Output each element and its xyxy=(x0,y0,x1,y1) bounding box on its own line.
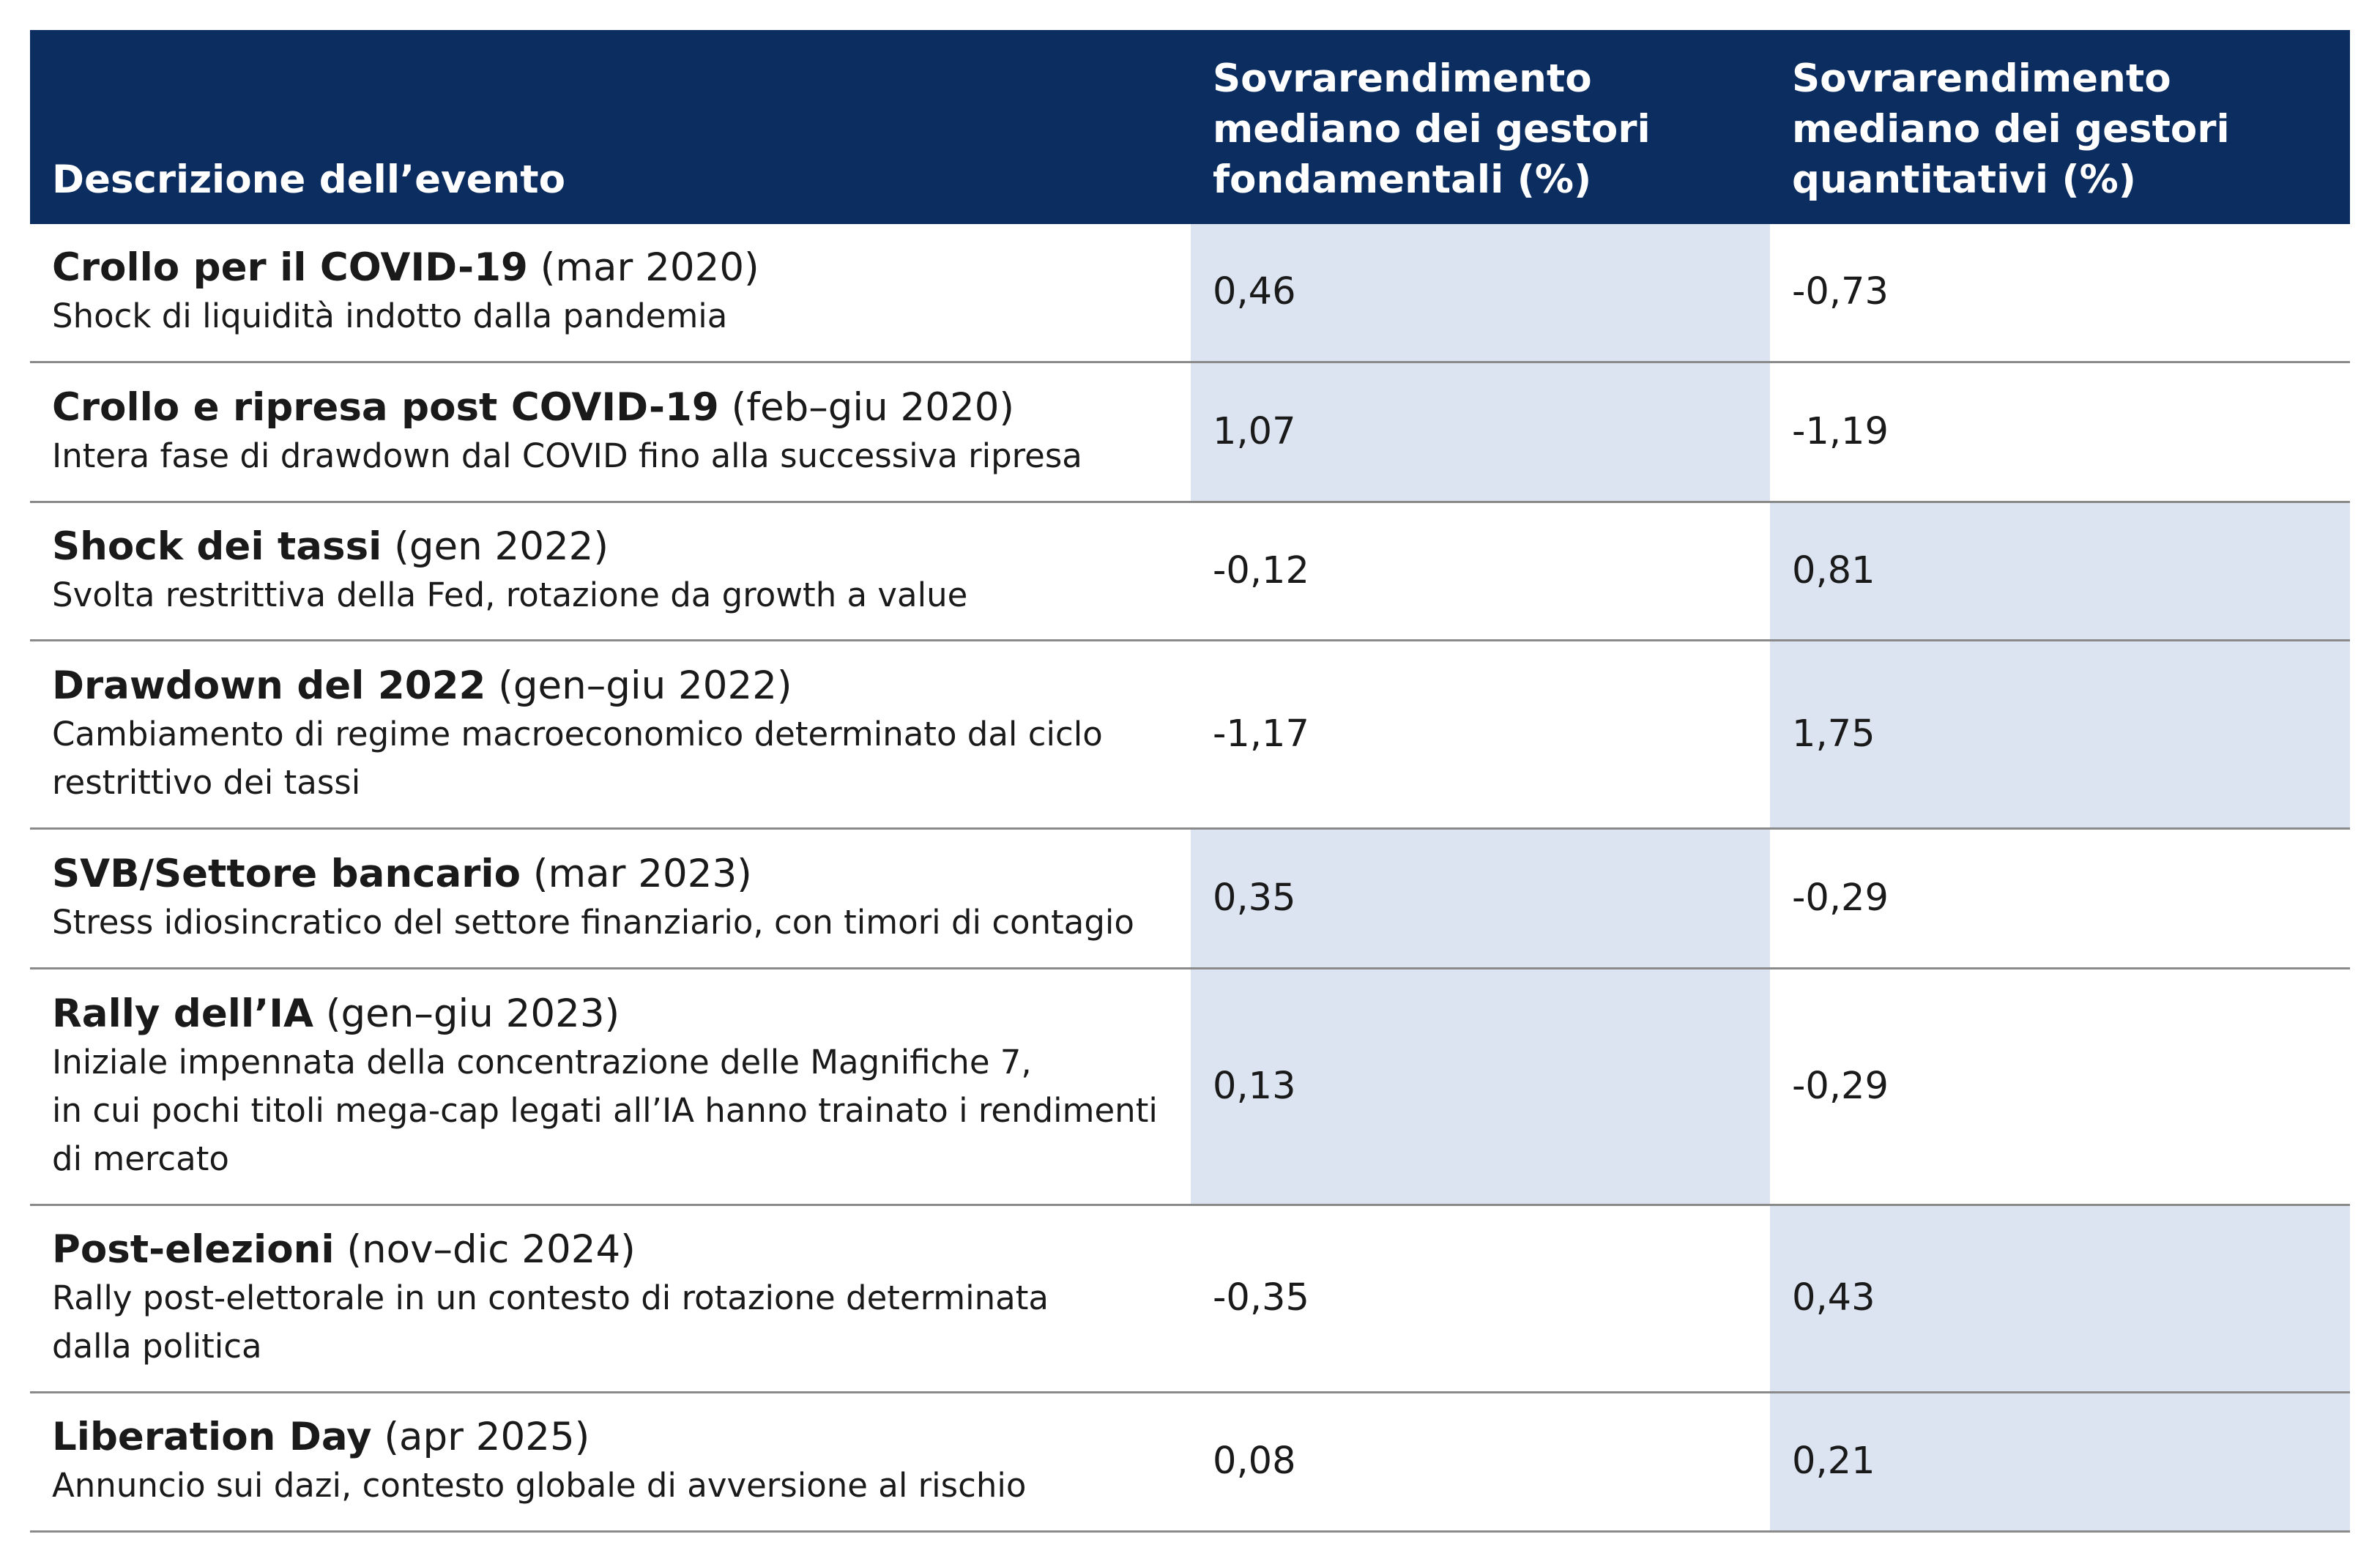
event-date: (mar 2023) xyxy=(521,851,752,896)
event-description-cell: SVB/Settore bancario (mar 2023) Stress i… xyxy=(30,828,1191,969)
event-name: Liberation Day xyxy=(52,1415,372,1459)
event-detail-line: Stress idiosincratico del settore finanz… xyxy=(52,902,1134,942)
quantitative-value: -0,29 xyxy=(1770,828,2350,969)
event-detail-line: Svolta restrittiva della Fed, rotazione … xyxy=(52,575,968,614)
event-description-cell: Rally dell’IA (gen–giu 2023) Iniziale im… xyxy=(30,968,1191,1206)
event-title: Shock dei tassi (gen 2022) xyxy=(52,523,1169,571)
quantitative-value: -0,29 xyxy=(1770,968,2350,1206)
quantitative-value: 0,81 xyxy=(1770,502,2350,641)
event-detail-line: restrittivo dei tassi xyxy=(52,762,361,802)
event-title: Liberation Day (apr 2025) xyxy=(52,1413,1169,1462)
header-quantitative-line: mediano dei gestori xyxy=(1792,107,2230,152)
event-name: Crollo per il COVID-19 xyxy=(52,245,528,291)
excess-return-table: Descrizione dell’evento Sovrarendimento … xyxy=(30,30,2350,1533)
table-row: Shock dei tassi (gen 2022) Svolta restri… xyxy=(30,502,2350,641)
header-quantitative: Sovrarendimento mediano dei gestori quan… xyxy=(1770,30,2350,224)
event-date: (gen–giu 2023) xyxy=(313,991,620,1036)
quantitative-value: -1,19 xyxy=(1770,362,2350,503)
event-date: (feb–giu 2020) xyxy=(718,384,1015,430)
table-row: Liberation Day (apr 2025) Annuncio sui d… xyxy=(30,1392,2350,1533)
event-detail-line: in cui pochi titoli mega-cap legati all’… xyxy=(52,1090,1158,1130)
event-detail-line: Cambiamento di regime macroeconomico det… xyxy=(52,714,1103,753)
event-detail-line: dalla politica xyxy=(52,1327,262,1366)
event-name: Shock dei tassi xyxy=(52,524,382,569)
fundamental-value: -0,12 xyxy=(1191,502,1770,641)
event-detail: Annuncio sui dazi, contesto globale di a… xyxy=(52,1462,1169,1510)
event-name: Crollo e ripresa post COVID-19 xyxy=(52,384,719,430)
event-detail-line: Rally post-elettorale in un contesto di … xyxy=(52,1278,1049,1317)
header-quantitative-line: Sovrarendimento xyxy=(1792,56,2171,101)
event-detail: Shock di liquidità indotto dalla pandemi… xyxy=(52,292,1169,340)
event-title: Rally dell’IA (gen–giu 2023) xyxy=(52,990,1169,1038)
table-row: Rally dell’IA (gen–giu 2023) Iniziale im… xyxy=(30,968,2350,1206)
header-description: Descrizione dell’evento xyxy=(30,30,1191,224)
header-fundamental-line: mediano dei gestori xyxy=(1213,107,1651,152)
table-row: SVB/Settore bancario (mar 2023) Stress i… xyxy=(30,828,2350,969)
event-name: Rally dell’IA xyxy=(52,991,313,1036)
event-description-cell: Crollo e ripresa post COVID-19 (feb–giu … xyxy=(30,362,1191,503)
fundamental-value: 0,08 xyxy=(1191,1392,1770,1533)
table-row: Crollo e ripresa post COVID-19 (feb–giu … xyxy=(30,362,2350,503)
event-title: Crollo e ripresa post COVID-19 (feb–giu … xyxy=(52,384,1169,432)
event-date: (gen–giu 2022) xyxy=(486,663,792,708)
event-description-cell: Crollo per il COVID-19 (mar 2020) Shock … xyxy=(30,224,1191,363)
header-fundamental: Sovrarendimento mediano dei gestori fond… xyxy=(1191,30,1770,224)
event-name: Post-elezioni xyxy=(52,1227,335,1272)
event-description-cell: Shock dei tassi (gen 2022) Svolta restri… xyxy=(30,502,1191,641)
event-name: SVB/Settore bancario xyxy=(52,851,521,896)
event-title: Crollo per il COVID-19 (mar 2020) xyxy=(52,244,1169,292)
event-detail: Svolta restrittiva della Fed, rotazione … xyxy=(52,571,1169,619)
event-description-cell: Liberation Day (apr 2025) Annuncio sui d… xyxy=(30,1392,1191,1533)
event-detail: Cambiamento di regime macroeconomico det… xyxy=(52,710,1169,807)
event-detail: Rally post-elettorale in un contesto di … xyxy=(52,1274,1169,1371)
quantitative-value: -0,73 xyxy=(1770,224,2350,363)
event-detail-line: Iniziale impennata della concentrazione … xyxy=(52,1042,1032,1082)
header-fundamental-line: Sovrarendimento xyxy=(1213,56,1592,101)
table-row: Post-elezioni (nov–dic 2024) Rally post-… xyxy=(30,1205,2350,1393)
table-row: Drawdown del 2022 (gen–giu 2022) Cambiam… xyxy=(30,640,2350,830)
event-detail: Intera fase di drawdown dal COVID fino a… xyxy=(52,432,1169,480)
quantitative-value: 0,21 xyxy=(1770,1392,2350,1533)
fundamental-value: 0,46 xyxy=(1191,224,1770,363)
event-title: SVB/Settore bancario (mar 2023) xyxy=(52,850,1169,898)
header-quantitative-line: quantitativi (%) xyxy=(1792,157,2136,202)
event-detail-line: Shock di liquidità indotto dalla pandemi… xyxy=(52,297,728,336)
quantitative-value: 1,75 xyxy=(1770,640,2350,830)
event-date: (apr 2025) xyxy=(371,1415,590,1459)
event-description-cell: Drawdown del 2022 (gen–giu 2022) Cambiam… xyxy=(30,640,1191,830)
header-description-label: Descrizione dell’evento xyxy=(52,157,566,202)
event-name: Drawdown del 2022 xyxy=(52,663,486,708)
event-date: (nov–dic 2024) xyxy=(334,1227,636,1272)
event-description-cell: Post-elezioni (nov–dic 2024) Rally post-… xyxy=(30,1205,1191,1393)
event-title: Post-elezioni (nov–dic 2024) xyxy=(52,1226,1169,1274)
fundamental-value: 0,35 xyxy=(1191,828,1770,969)
event-detail: Stress idiosincratico del settore finanz… xyxy=(52,898,1169,947)
header-fundamental-line: fondamentali (%) xyxy=(1213,157,1592,202)
fundamental-value: -0,35 xyxy=(1191,1205,1770,1393)
quantitative-value: 0,43 xyxy=(1770,1205,2350,1393)
fundamental-value: 1,07 xyxy=(1191,362,1770,503)
event-detail: Iniziale impennata della concentrazione … xyxy=(52,1038,1169,1183)
event-detail-line: di mercato xyxy=(52,1139,229,1178)
fundamental-value: -1,17 xyxy=(1191,640,1770,830)
event-date: (mar 2020) xyxy=(527,245,759,291)
event-title: Drawdown del 2022 (gen–giu 2022) xyxy=(52,662,1169,710)
event-detail-line: Intera fase di drawdown dal COVID fino a… xyxy=(52,436,1082,475)
table-row: Crollo per il COVID-19 (mar 2020) Shock … xyxy=(30,224,2350,363)
event-date: (gen 2022) xyxy=(382,524,609,569)
event-detail-line: Annuncio sui dazi, contesto globale di a… xyxy=(52,1466,1027,1505)
header-row: Descrizione dell’evento Sovrarendimento … xyxy=(30,30,2350,224)
fundamental-value: 0,13 xyxy=(1191,968,1770,1206)
